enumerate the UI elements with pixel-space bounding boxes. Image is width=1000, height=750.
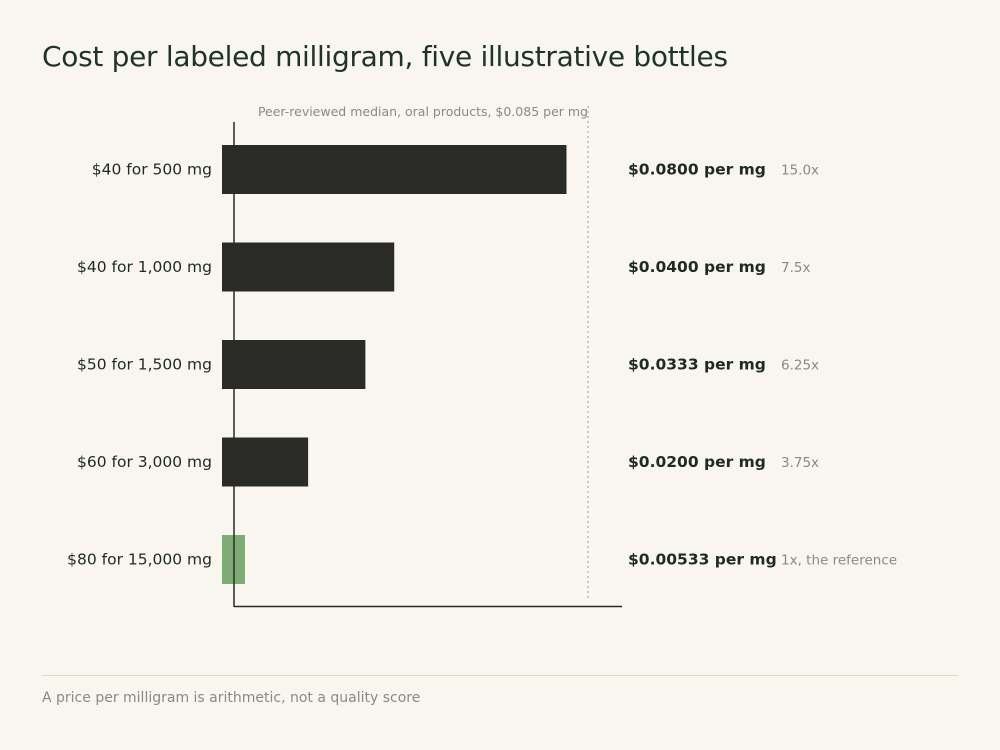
category-label: $40 for 1,000 mg [77,258,212,276]
value-label: $0.00533 per mg [628,551,777,569]
bar [222,242,395,292]
multiple-label: 6.25x [781,358,819,374]
multiple-label: 15.0x [781,163,819,179]
bar [222,437,309,487]
multiple-label: 7.5x [781,260,810,276]
bar [222,145,567,194]
reference-label: Peer-reviewed median, oral products, $0.… [258,104,588,119]
bar-chart: Peer-reviewed median, oral products, $0.… [67,104,897,608]
value-label: $0.0400 per mg [628,258,766,276]
value-label: $0.0200 per mg [628,453,766,471]
footer-divider [42,675,958,676]
category-label: $40 for 500 mg [92,161,212,179]
value-label: $0.0333 per mg [628,356,766,374]
category-label: $60 for 3,000 mg [77,453,212,471]
footer-note: A price per milligram is arithmetic, not… [42,690,421,706]
value-label: $0.0800 per mg [628,161,766,179]
chart-title: Cost per labeled milligram, five illustr… [42,40,728,73]
bar [222,340,366,389]
category-label: $80 for 15,000 mg [67,551,212,569]
multiple-label: 1x, the reference [781,553,897,569]
category-label: $50 for 1,500 mg [77,356,212,374]
multiple-label: 3.75x [781,455,819,471]
